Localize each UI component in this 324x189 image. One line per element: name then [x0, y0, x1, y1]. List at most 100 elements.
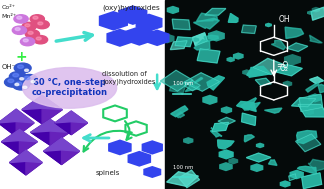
Circle shape [22, 22, 36, 31]
Circle shape [14, 15, 28, 23]
Polygon shape [289, 174, 296, 181]
Polygon shape [184, 80, 200, 91]
Polygon shape [135, 14, 163, 32]
Polygon shape [2, 142, 37, 154]
Polygon shape [0, 109, 16, 136]
Polygon shape [171, 106, 188, 117]
Polygon shape [197, 13, 217, 21]
Polygon shape [31, 132, 70, 145]
Polygon shape [193, 18, 219, 29]
Circle shape [20, 37, 35, 46]
Circle shape [33, 16, 38, 19]
Polygon shape [298, 104, 324, 117]
Circle shape [17, 65, 24, 68]
Circle shape [25, 24, 30, 27]
Polygon shape [208, 30, 225, 42]
Polygon shape [286, 43, 308, 52]
Polygon shape [71, 111, 87, 135]
Polygon shape [125, 26, 154, 46]
Polygon shape [228, 158, 238, 164]
Polygon shape [55, 111, 87, 123]
Polygon shape [297, 131, 317, 143]
Polygon shape [283, 81, 292, 87]
Polygon shape [221, 106, 232, 114]
Polygon shape [192, 37, 199, 42]
Circle shape [24, 76, 30, 80]
Polygon shape [197, 49, 220, 63]
Polygon shape [42, 95, 62, 124]
Polygon shape [255, 78, 271, 85]
Circle shape [8, 79, 14, 83]
Polygon shape [145, 29, 169, 46]
Polygon shape [226, 57, 235, 62]
Bar [0, 0, 165, 189]
Polygon shape [312, 7, 320, 12]
Circle shape [35, 20, 49, 29]
Polygon shape [306, 82, 319, 92]
Bar [165, 0, 324, 189]
Polygon shape [295, 134, 321, 152]
Polygon shape [318, 84, 324, 93]
Polygon shape [308, 159, 324, 171]
Circle shape [25, 30, 40, 38]
Polygon shape [218, 117, 235, 125]
Polygon shape [179, 170, 200, 188]
Text: (oxy)hydroxides: (oxy)hydroxides [102, 5, 160, 11]
Polygon shape [44, 138, 79, 151]
Polygon shape [185, 84, 200, 92]
Polygon shape [10, 150, 26, 175]
Polygon shape [205, 8, 226, 15]
Polygon shape [218, 140, 234, 149]
Polygon shape [204, 35, 218, 42]
Circle shape [31, 81, 35, 83]
Polygon shape [211, 128, 222, 137]
Circle shape [15, 28, 20, 31]
Polygon shape [62, 138, 79, 164]
Circle shape [15, 83, 19, 86]
Polygon shape [242, 25, 256, 33]
Text: Co²⁺: Co²⁺ [2, 5, 16, 10]
Polygon shape [193, 33, 207, 46]
Polygon shape [289, 170, 304, 179]
Polygon shape [172, 19, 190, 30]
Polygon shape [246, 153, 271, 162]
Polygon shape [307, 10, 314, 15]
Polygon shape [170, 41, 187, 50]
Polygon shape [167, 6, 179, 14]
Polygon shape [269, 160, 277, 165]
Polygon shape [31, 119, 50, 145]
Polygon shape [309, 35, 322, 43]
Polygon shape [0, 109, 34, 123]
Polygon shape [183, 137, 193, 144]
Text: OH: OH [279, 15, 290, 24]
Text: 100 nm: 100 nm [173, 81, 194, 86]
Polygon shape [31, 119, 70, 132]
Polygon shape [26, 150, 42, 175]
Circle shape [33, 36, 48, 44]
Polygon shape [212, 122, 228, 132]
Polygon shape [2, 129, 19, 154]
Polygon shape [219, 162, 233, 171]
Circle shape [16, 82, 22, 85]
Polygon shape [247, 66, 271, 77]
Polygon shape [184, 73, 220, 91]
Circle shape [38, 22, 43, 25]
Polygon shape [108, 139, 132, 155]
Polygon shape [22, 95, 42, 124]
Polygon shape [10, 163, 42, 175]
Polygon shape [106, 29, 133, 47]
Polygon shape [241, 98, 256, 110]
Text: co-precipitation: co-precipitation [32, 88, 108, 98]
Text: +: + [15, 50, 27, 64]
Polygon shape [242, 113, 256, 125]
Polygon shape [50, 119, 70, 145]
Polygon shape [202, 95, 217, 105]
Polygon shape [207, 76, 225, 90]
Polygon shape [175, 37, 193, 47]
Circle shape [9, 72, 26, 81]
Polygon shape [142, 140, 163, 155]
Circle shape [30, 15, 44, 23]
Polygon shape [195, 77, 203, 83]
Polygon shape [22, 95, 62, 110]
Polygon shape [0, 123, 34, 136]
